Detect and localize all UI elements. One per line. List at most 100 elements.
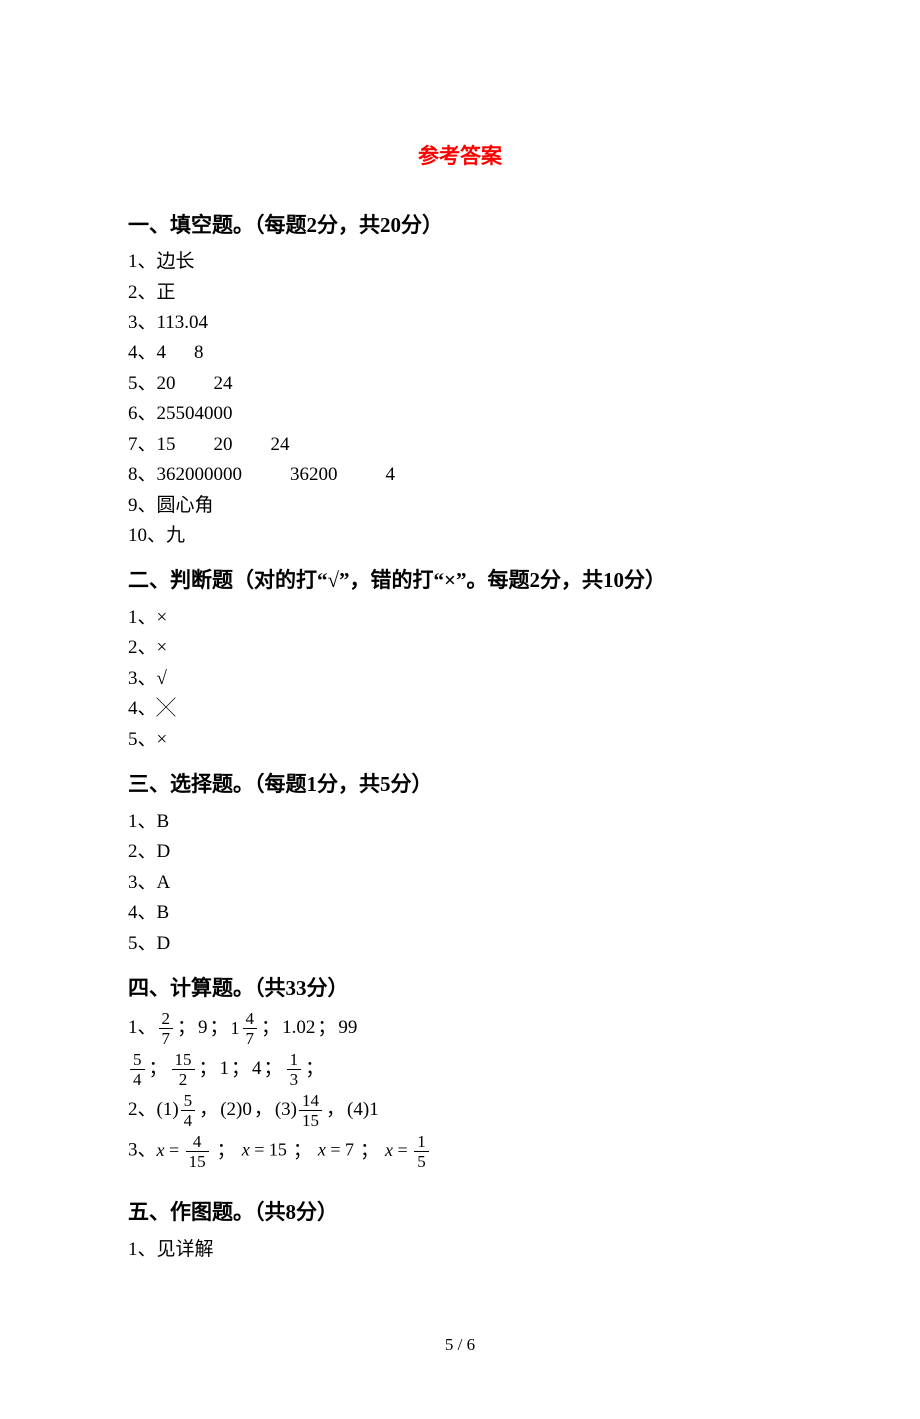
section3-answers: 1、B2、D3、A4、B5、D (128, 807, 792, 958)
answer-value: B (157, 811, 170, 832)
calc-value: 7 (345, 1140, 354, 1160)
answer-line: 1、B (128, 807, 792, 836)
fraction: 415 (186, 1133, 209, 1170)
page-title: 参考答案 (128, 140, 792, 173)
calc-value: 1 (369, 1099, 379, 1120)
fraction: 47 (243, 1010, 258, 1047)
answer-number: 8、 (128, 464, 157, 485)
answer-value: A (157, 872, 171, 893)
answer-number: 2、 (128, 282, 157, 303)
answer-line: 2、× (128, 633, 792, 662)
answer-value: D (157, 933, 171, 954)
fraction: 27 (159, 1010, 174, 1047)
answer-value: 25504000 (157, 403, 233, 424)
answer-line: 1、× (128, 603, 792, 632)
calc-row-1: 1、27；9；147；1.02；99 (128, 1010, 792, 1047)
answer-line: 5、× (128, 725, 792, 754)
answer-line: 6、25504000 (128, 399, 792, 428)
section3-heading: 三、选择题。（每题1分，共5分） (128, 768, 792, 801)
answer-value: 20 (214, 434, 233, 455)
fraction: 1415 (299, 1092, 322, 1129)
answer-value: 4 (157, 342, 167, 363)
answer-number: 4、 (128, 342, 157, 363)
section5-heading: 五、作图题。（共8分） (128, 1196, 792, 1229)
answer-value: B (157, 902, 170, 923)
answer-number: 5、 (128, 729, 157, 750)
answer-value: 正 (157, 282, 176, 303)
answer-line: 3、√ (128, 664, 792, 693)
answer-value: 113.04 (157, 312, 209, 333)
calc-row-2: 54；152；1；4；13； (128, 1051, 792, 1088)
fraction: 15 (414, 1133, 429, 1170)
section2-heading: 二、判断题（对的打“√”，错的打“×”。每题2分，共10分） (128, 564, 792, 597)
answer-value: 4 (386, 464, 396, 485)
answer-value: 15 (157, 434, 176, 455)
answer-line: 3、113.04 (128, 308, 792, 337)
answer-number: 4、 (128, 698, 157, 719)
section1-answers: 1、边长2、正3、113.044、485、20246、255040007、152… (128, 247, 792, 550)
answer-number: 5、 (128, 373, 157, 394)
answer-number: 1、 (128, 1239, 157, 1260)
answer-number: 5、 (128, 933, 157, 954)
answer-line: 4、╳ (128, 694, 792, 723)
answer-value: 见详解 (157, 1239, 214, 1260)
answer-number: 3、 (128, 312, 157, 333)
fraction: 13 (287, 1051, 302, 1088)
calc-value: 15 (269, 1140, 287, 1160)
answer-value: 20 (157, 373, 176, 394)
answer-number: 2、 (128, 637, 157, 658)
calc-row-4: 3、x = 415；x = 15；x = 7；x = 15 (128, 1133, 792, 1170)
answer-line: 1、边长 (128, 247, 792, 276)
calc-value: 1 (220, 1058, 230, 1079)
section1-heading: 一、填空题。（每题2分，共20分） (128, 209, 792, 242)
answer-value: × (157, 729, 168, 750)
calc-row-3: 2、(1)54，(2)0，(3)1415，(4)1 (128, 1092, 792, 1129)
answer-line: 2、D (128, 837, 792, 866)
equation: x = 15 (385, 1140, 431, 1160)
answer-line: 5、D (128, 929, 792, 958)
section4-answers: 1、27；9；147；1.02；99 54；152；1；4；13； 2、(1)54，… (128, 1010, 792, 1170)
fraction: 54 (181, 1092, 196, 1129)
answer-line: 4、4 8 (128, 338, 792, 367)
answer-line: 9、圆心角 (128, 491, 792, 520)
answer-number: 9、 (128, 495, 157, 516)
answer-number: 2、 (128, 841, 157, 862)
answer-value: √ (157, 668, 167, 689)
mixed-fraction: 147 (231, 1010, 260, 1047)
section4-heading: 四、计算题。（共33分） (128, 972, 792, 1005)
calc-value: 0 (242, 1099, 252, 1120)
section5-answer-line: 1、见详解 (128, 1235, 792, 1264)
fraction: 54 (130, 1051, 145, 1088)
answer-value: 24 (214, 373, 233, 394)
answer-value: 24 (271, 434, 290, 455)
answer-value: 8 (194, 342, 204, 363)
answer-line: 8、362000000 36200 4 (128, 460, 792, 489)
answer-value: D (157, 841, 171, 862)
answer-value: ╳ (157, 698, 176, 719)
answer-number: 7、 (128, 434, 157, 455)
answer-number: 6、 (128, 403, 157, 424)
answer-number: 3、 (128, 872, 157, 893)
calc-value: 4 (252, 1058, 262, 1079)
answer-value: 36200 (290, 464, 338, 485)
answer-line: 4、B (128, 898, 792, 927)
answer-number: 3、 (128, 668, 157, 689)
answer-value: × (157, 637, 168, 658)
answer-line: 3、A (128, 868, 792, 897)
answer-number: 1、 (128, 607, 157, 628)
answer-value: 边长 (157, 251, 195, 272)
section2-answers: 1、×2、×3、√4、╳5、× (128, 603, 792, 754)
page-footer: 5 / 6 (128, 1332, 792, 1358)
answer-value: 362000000 (157, 464, 243, 485)
fraction: 152 (172, 1051, 195, 1088)
answer-number: 4、 (128, 902, 157, 923)
answer-line: 5、20 24 (128, 369, 792, 398)
calc-value: 99 (338, 1017, 357, 1038)
answer-number: 1、 (128, 251, 157, 272)
equation: x = 7 (318, 1140, 354, 1160)
answer-number: 1、 (128, 811, 157, 832)
answer-value: × (157, 607, 168, 628)
answer-line: 7、15 20 24 (128, 430, 792, 459)
calc-value: 9 (198, 1017, 208, 1038)
answer-line: 10、九 (128, 521, 792, 550)
